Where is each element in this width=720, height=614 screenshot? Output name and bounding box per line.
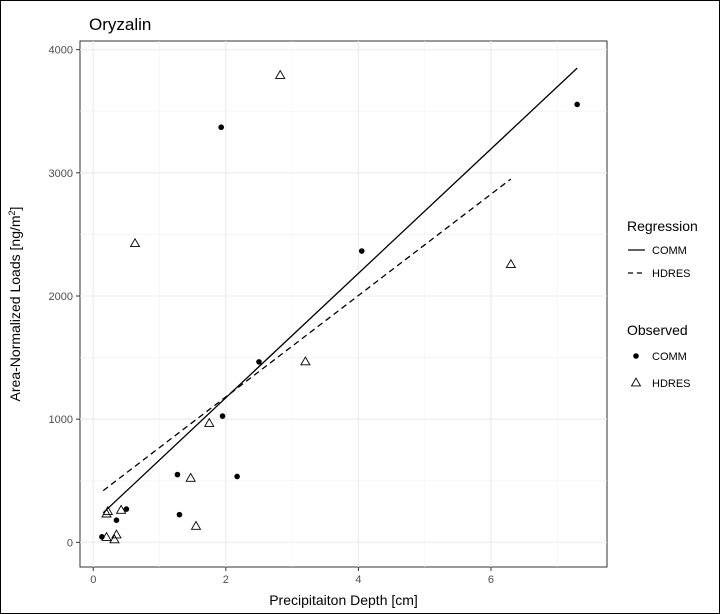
point-hdres xyxy=(185,472,196,482)
y-tick-label: 3000 xyxy=(49,168,73,180)
point-comm xyxy=(218,124,224,131)
point-comm xyxy=(123,506,130,512)
legend-label-regression-hdres: HDRES xyxy=(652,268,691,280)
chart-title: Oryzalin xyxy=(89,15,151,34)
x-tick-label: 0 xyxy=(90,574,96,586)
y-axis-title-end: ] xyxy=(7,207,23,211)
point-comm xyxy=(234,473,240,480)
point-comm xyxy=(358,248,365,254)
regression-lines xyxy=(102,67,578,514)
y-axis-title-main: Area-Normalized Loads [ng/m xyxy=(7,215,23,401)
observed-points xyxy=(99,69,580,544)
y-tick-label: 2000 xyxy=(49,291,73,303)
x-tick-label: 6 xyxy=(488,574,494,586)
point-hdres xyxy=(203,417,215,427)
point-hdres xyxy=(102,505,114,515)
legend-key-observed-hdres xyxy=(630,377,642,387)
axes: 0 2 4 6 0 1000 2000 3000 4000 xyxy=(49,45,495,586)
regression-line-comm xyxy=(102,67,578,514)
legend-title-regression: Regression xyxy=(627,218,698,234)
point-hdres xyxy=(109,534,120,544)
point-hdres xyxy=(505,258,517,268)
point-comm xyxy=(256,359,262,365)
point-comm xyxy=(113,517,120,523)
point-hdres xyxy=(111,529,122,539)
y-axis-title-sup: 2 xyxy=(7,210,17,215)
point-comm xyxy=(174,471,181,478)
legend-observed-items: COMM HDRES xyxy=(630,351,691,390)
x-tick-label: 2 xyxy=(223,574,229,586)
legend: Regression COMM HDRES Observed COMM HDRES xyxy=(627,218,698,390)
legend-regression-items: COMM HDRES xyxy=(628,245,691,280)
point-comm xyxy=(574,101,580,108)
x-tick-label: 4 xyxy=(355,574,361,586)
plot-panel xyxy=(79,40,608,568)
point-hdres xyxy=(274,69,286,79)
y-axis-title: Area-Normalized Loads [ng/m2] xyxy=(7,207,23,402)
legend-key-observed-comm xyxy=(633,353,639,359)
legend-label-observed-hdres: HDRES xyxy=(652,378,691,390)
point-comm xyxy=(219,413,226,419)
legend-title-observed: Observed xyxy=(627,322,688,338)
regression-line-hdres xyxy=(102,178,512,492)
point-hdres xyxy=(115,504,127,514)
legend-label-regression-comm: COMM xyxy=(652,245,687,257)
point-hdres xyxy=(300,356,311,366)
point-hdres xyxy=(129,237,141,248)
point-hdres xyxy=(101,531,112,541)
x-axis-title: Precipitaiton Depth [cm] xyxy=(269,592,418,608)
point-hdres xyxy=(190,520,202,530)
y-tick-label: 0 xyxy=(67,537,73,549)
grid xyxy=(80,41,607,567)
y-tick-label: 1000 xyxy=(49,414,73,426)
y-tick-label: 4000 xyxy=(49,45,73,57)
point-comm xyxy=(176,511,183,518)
legend-label-observed-comm: COMM xyxy=(652,351,687,363)
